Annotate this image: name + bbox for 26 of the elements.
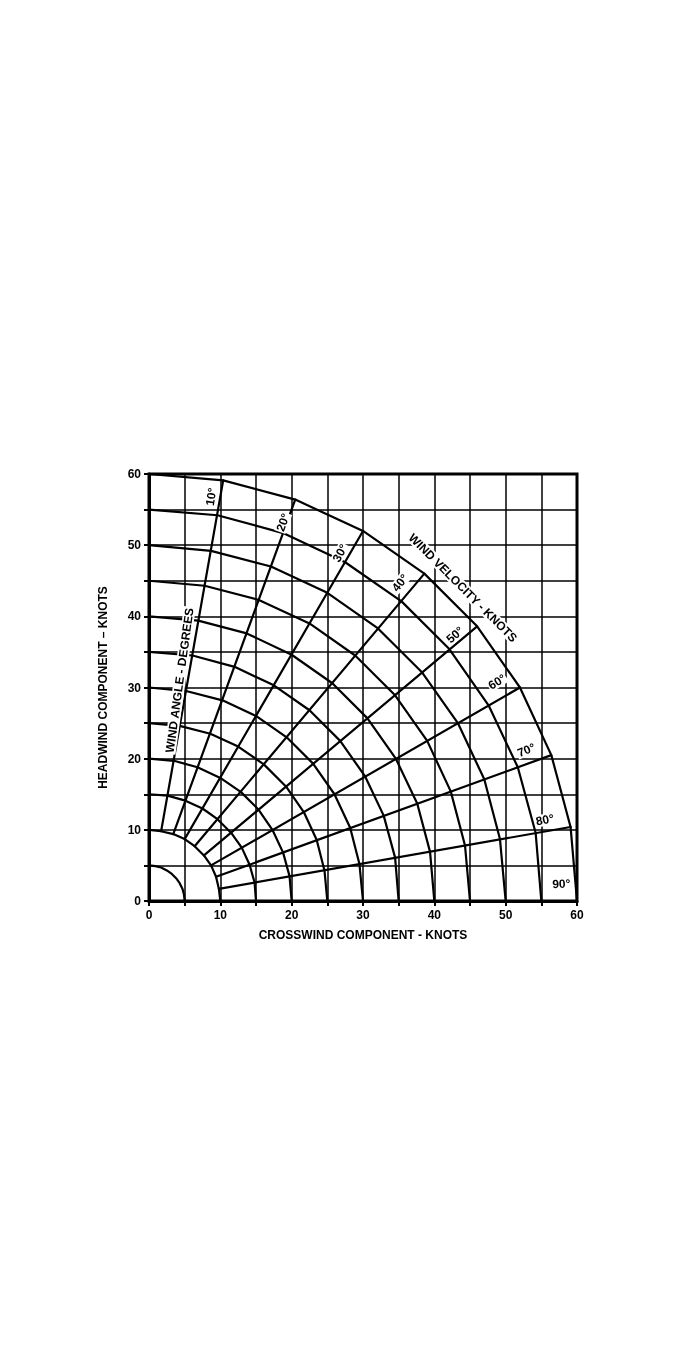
annotation: 70° — [515, 740, 538, 760]
annotation: WIND ANGLE - DEGREES — [162, 607, 197, 754]
x-tick-label: 0 — [145, 908, 153, 922]
x-tick-label: 50 — [498, 908, 513, 922]
annotation: 90° — [551, 876, 571, 892]
y-tick-label: 60 — [127, 467, 142, 481]
annotation: 10° — [202, 486, 220, 507]
annotation: 50° — [443, 623, 467, 647]
y-tick-label: 50 — [127, 538, 142, 553]
y-tick-label: 30 — [127, 680, 142, 695]
x-tick-label: 20 — [284, 908, 299, 922]
x-tick-label: 60 — [570, 908, 584, 922]
y-tick-label: 40 — [127, 609, 142, 624]
annotation: 30° — [329, 541, 351, 565]
y-tick-label: 0 — [134, 894, 142, 908]
y-axis-title: HEADWIND COMPONENT – KNOTS — [96, 586, 110, 789]
x-axis-title: CROSSWIND COMPONENT - KNOTS — [258, 928, 468, 942]
annotation: 40° — [388, 571, 412, 595]
x-tick-label: 30 — [356, 908, 370, 922]
x-tick-label: 40 — [427, 908, 442, 922]
y-tick-label: 10 — [127, 822, 142, 837]
y-tick-label: 20 — [127, 751, 142, 766]
annotation: 60° — [485, 670, 509, 693]
x-tick-label: 10 — [213, 908, 228, 922]
annotation: 20° — [273, 511, 293, 534]
annotation: 80° — [534, 811, 556, 829]
